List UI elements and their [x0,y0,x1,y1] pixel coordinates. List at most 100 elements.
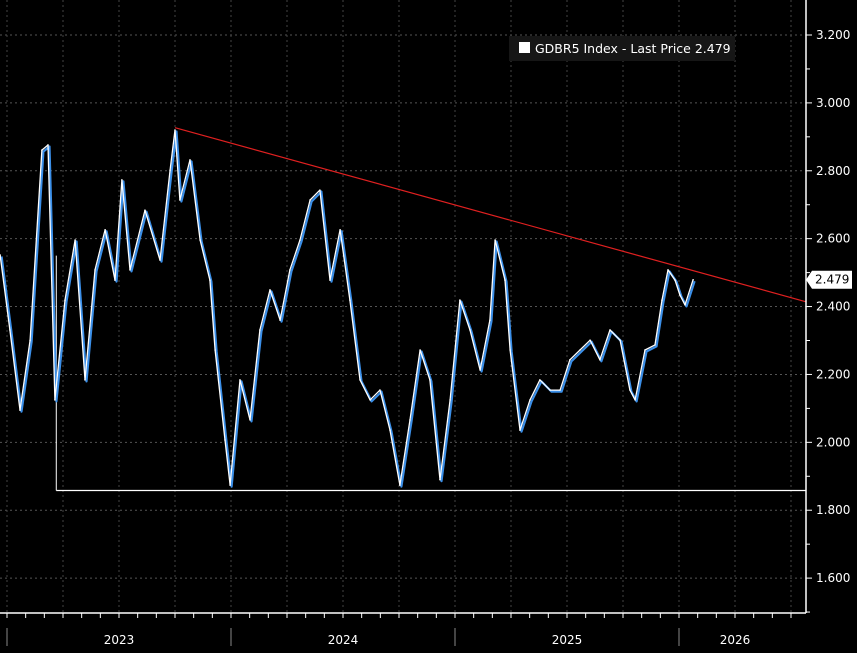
y-tick-label: 2.400 [816,300,850,314]
data-point [459,299,461,301]
data-point [549,389,551,391]
legend: GDBR5 Index - Last Price 2.479 [509,36,735,61]
data-point [449,399,451,401]
data-point [654,344,656,346]
data-point [409,419,411,421]
data-point [389,429,391,431]
series-line-shadow [0,130,696,488]
y-tick-label: 2.800 [816,164,850,178]
last-price-label: 2.479 [815,273,849,287]
data-point [0,254,1,256]
data-point [479,369,481,371]
x-axis-ticks: 2023 2024 2025 2026 [6,613,792,647]
last-price-marker: 2.479 [806,270,852,289]
y-tick-label: 3.000 [816,96,850,110]
data-point [429,379,431,381]
data-point [629,389,631,391]
data-point [214,349,216,351]
data-point [289,269,291,271]
data-point [159,259,161,261]
data-point [54,399,56,401]
data-point [189,159,191,161]
x-tick-label: 2026 [720,633,751,647]
data-point [419,349,421,351]
grid-lines [0,0,806,613]
data-point [469,329,471,331]
data-point [494,239,496,241]
data-point [539,379,541,381]
data-point [199,239,201,241]
data-point [319,189,321,191]
data-point [114,279,116,281]
trendline-line [174,127,807,303]
data-point [19,409,21,411]
data-point [309,199,311,201]
data-point [329,279,331,281]
data-point [579,349,581,351]
data-point [589,339,591,341]
y-tick-label: 3.200 [816,28,850,42]
data-point [634,399,636,401]
data-point [121,179,123,181]
data-point [41,149,43,151]
data-point [224,439,226,441]
data-point [679,294,681,296]
data-point [661,299,663,301]
data-point [104,229,106,231]
data-point [169,169,171,171]
data-point [84,379,86,381]
series-line [0,129,694,486]
data-point [47,144,49,146]
data-point [504,279,506,281]
data-point [349,299,351,301]
data-point [489,319,491,321]
data-point [619,339,621,341]
data-point [74,239,76,241]
data-point [64,299,66,301]
last-price-tag [806,270,852,289]
data-point [684,304,686,306]
data-point [399,484,401,486]
data-point [239,379,241,381]
y-axis-ticks: 3.200 3.000 2.800 2.600 2.400 2.200 2.000 1.800… [806,28,850,613]
data-point [279,319,281,321]
data-point [644,349,646,351]
data-point [209,279,211,281]
data-point [609,329,611,331]
legend-swatch [519,42,530,53]
data-point [509,349,511,351]
data-point [359,379,361,381]
data-point [559,389,561,391]
data-point [269,289,271,291]
x-tick-label: 2025 [552,633,583,647]
data-point [174,129,176,131]
data-point [299,239,301,241]
y-tick-label: 2.600 [816,232,850,246]
data-point [599,359,601,361]
data-point [529,399,531,401]
data-point [519,429,521,431]
data-point [129,269,131,271]
data-point [94,269,96,271]
y-tick-label: 1.600 [816,571,850,585]
data-point [179,199,181,201]
data-point [379,389,381,391]
data-point [674,279,676,281]
data-point [29,339,31,341]
data-point [667,269,669,271]
data-point [144,209,146,211]
y-tick-label: 1.800 [816,503,850,517]
data-point [229,484,231,486]
data-point [439,478,441,481]
x-tick-label: 2023 [104,633,135,647]
data-point [569,359,571,361]
data-point [692,278,694,281]
y-tick-label: 2.000 [816,435,850,449]
data-point [259,329,261,331]
y-tick-label: 2.200 [816,367,850,381]
legend-label: GDBR5 Index - Last Price 2.479 [535,41,731,56]
data-point [369,399,371,401]
legend-box [509,36,735,61]
data-point [9,329,11,331]
